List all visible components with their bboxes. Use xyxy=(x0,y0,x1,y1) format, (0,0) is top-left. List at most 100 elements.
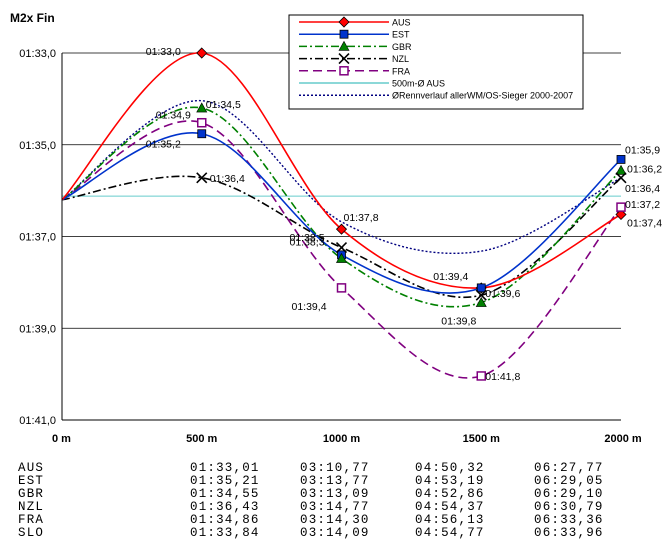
table-cell-time: 04:54,37 xyxy=(415,500,485,514)
data-label-est: 01:38,5 xyxy=(290,232,325,244)
data-label-est: 01:35,9 xyxy=(625,144,660,156)
marker-fra xyxy=(336,283,347,293)
legend-entry: NZL xyxy=(299,53,409,65)
marker-nzl xyxy=(475,289,487,301)
data-label-aus: 01:39,4 xyxy=(433,271,468,283)
data-label-fra: 01:34,9 xyxy=(156,110,191,122)
axes: 01:33,0 01:35,0 01:37,0 01:39,0 01:41,0 0 m 50… xyxy=(19,48,642,445)
y-tick-label: 01:37,0 xyxy=(19,232,56,244)
table-cell-time: 04:54,77 xyxy=(415,526,485,540)
table-cell-crew: FRA xyxy=(18,513,44,527)
table-cell-time: 06:33,96 xyxy=(534,526,604,540)
x-tick-label: 2000 m xyxy=(604,433,642,445)
table-cell-time: 04:53,19 xyxy=(415,474,485,488)
legend-marker-gbr xyxy=(338,40,350,51)
data-label-fra: 01:41,8 xyxy=(485,371,520,383)
legend-entry: EST xyxy=(299,30,410,40)
marker-fra xyxy=(616,202,626,212)
table-cell-time: 06:29,10 xyxy=(534,487,604,501)
y-tick-label: 01:35,0 xyxy=(19,140,56,152)
table-cell-time: 01:34,86 xyxy=(190,513,260,527)
marker-aus xyxy=(335,223,348,235)
legend-marker-aus xyxy=(338,16,350,28)
legend-marker-fra xyxy=(339,66,349,76)
table-cell-time: 04:56,13 xyxy=(415,513,485,527)
marker-est xyxy=(476,283,486,293)
marker-est xyxy=(616,155,626,164)
table-cell-time: 03:13,77 xyxy=(300,474,370,488)
chart-title: M2x Fin xyxy=(10,11,55,25)
x-tick-label: 500 m xyxy=(186,433,217,445)
legend-label: NZL xyxy=(392,54,409,64)
table-cell-time: 03:14,77 xyxy=(300,500,370,514)
table-cell-time: 06:33,36 xyxy=(534,513,604,527)
marker-gbr xyxy=(615,164,627,175)
x-tick-label: 0 m xyxy=(52,433,71,445)
legend-entry: ØRennverlauf allerWM/OS-Sieger 2000-2007 xyxy=(299,91,573,101)
table-cell-crew: AUS xyxy=(18,461,44,475)
table-row: FRA 01:34,86 03:14,30 04:56,13 06:33,36 xyxy=(18,513,604,527)
legend-label: 500m-Ø AUS xyxy=(392,79,445,89)
marker-nzl xyxy=(196,172,208,184)
table-cell-time: 04:52,86 xyxy=(415,487,485,501)
table-cell-time: 03:14,09 xyxy=(300,526,370,540)
table-cell-crew: GBR xyxy=(18,487,44,501)
data-label-aus: 01:37,4 xyxy=(627,217,662,229)
table-row: GBR 01:34,55 03:13,09 04:52,86 06:29,10 xyxy=(18,487,604,501)
legend-box xyxy=(288,14,584,110)
legend-entry: GBR xyxy=(299,40,412,52)
data-label-nzl: 01:36,4 xyxy=(625,183,660,195)
data-label-aus: 01:37,8 xyxy=(344,212,379,224)
legend: AUS EST GBR NZL FRA 500m-Ø AUS ØRennverlauf al… xyxy=(288,14,584,110)
table-row: AUS 01:33,01 03:10,77 04:50,32 06:27,77 xyxy=(18,461,604,475)
marker-fra xyxy=(197,117,207,128)
legend-entry: AUS xyxy=(299,16,411,28)
table-cell-time: 01:35,21 xyxy=(190,474,260,488)
data-label-est: 01:35,2 xyxy=(146,139,181,151)
y-tick-label: 01:41,0 xyxy=(19,415,56,427)
data-label-fra: 01:39,4 xyxy=(292,301,327,313)
table-row: SLO 01:33,84 03:14,09 04:54,77 06:33,96 xyxy=(18,526,604,540)
data-label-nzl: 01:39,6 xyxy=(485,288,520,300)
data-label-fra: 01:37,2 xyxy=(625,199,660,211)
times-table: AUS 01:33,01 03:10,77 04:50,32 06:27,77 EST 01… xyxy=(18,461,604,540)
x-tick-label: 1000 m xyxy=(323,433,361,445)
table-cell-time: 01:33,84 xyxy=(190,526,260,540)
table-cell-time: 04:50,32 xyxy=(415,461,485,475)
data-labels: 01:33,0 01:37,8 01:39,4 01:37,4 01:35,2 01:38… xyxy=(146,46,662,383)
table-cell-time: 03:13,09 xyxy=(300,487,370,501)
marker-nzl xyxy=(615,172,627,184)
data-label-gbr: 01:39,8 xyxy=(441,316,476,328)
data-label-gbr: 01:34,5 xyxy=(206,99,241,111)
marker-gbr xyxy=(475,296,487,307)
marker-gbr xyxy=(196,102,208,113)
table-cell-time: 01:34,55 xyxy=(190,487,260,501)
series-line--rennverlauf-allerwm-os-sieger-2000-2007 xyxy=(61,100,622,254)
table-cell-crew: EST xyxy=(18,474,44,488)
table-row: NZL 01:36,43 03:14,77 04:54,37 06:30,79 xyxy=(18,500,602,514)
table-cell-time: 06:27,77 xyxy=(534,461,604,475)
table-cell-time: 01:36,43 xyxy=(190,500,260,514)
series-line-gbr xyxy=(61,106,622,308)
table-cell-time: 01:33,01 xyxy=(190,461,260,475)
data-label-aus: 01:33,0 xyxy=(146,46,181,58)
y-tick-label: 01:39,0 xyxy=(19,323,56,335)
marker-nzl xyxy=(335,241,348,254)
marker-aus xyxy=(615,208,627,221)
series-markers xyxy=(196,47,627,381)
table-cell-time: 03:10,77 xyxy=(300,461,370,475)
marker-gbr xyxy=(335,252,348,263)
marker-est xyxy=(197,129,207,139)
data-label-nzl: 01:38,3 xyxy=(290,237,325,249)
marker-fra xyxy=(476,371,486,381)
table-row: EST 01:35,21 03:13,77 04:53,19 06:29,05 xyxy=(18,474,604,488)
data-label-gbr: 01:36,2 xyxy=(627,163,662,175)
legend-entry: FRA xyxy=(299,66,410,76)
legend-marker-est xyxy=(339,29,349,39)
table-cell-time: 06:29,05 xyxy=(534,474,604,488)
legend-marker-nzl xyxy=(338,53,350,65)
table-cell-crew: SLO xyxy=(18,526,44,540)
x-tick-label: 1500 m xyxy=(463,433,501,445)
table-cell-time: 03:14,30 xyxy=(300,513,370,527)
